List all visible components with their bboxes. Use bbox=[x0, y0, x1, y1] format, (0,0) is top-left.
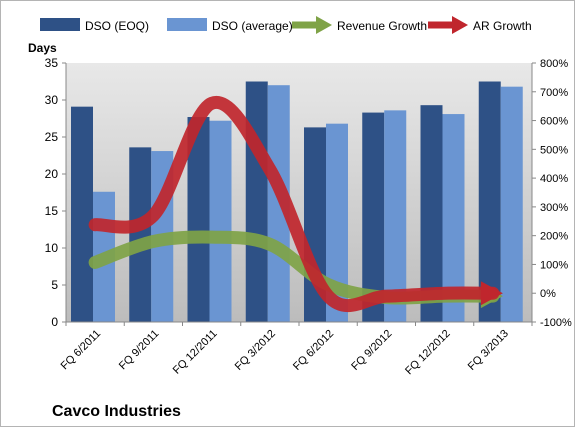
y2-tick-label-7: 600% bbox=[540, 116, 568, 128]
bar-0-3 bbox=[245, 81, 268, 322]
legend-swatch-1 bbox=[167, 18, 207, 31]
bar-1-3 bbox=[267, 85, 290, 322]
bar-1-4 bbox=[326, 123, 348, 323]
bar-0-2 bbox=[187, 117, 210, 323]
y2-tick-label-5: 400% bbox=[540, 173, 568, 185]
bar-1-6 bbox=[442, 114, 465, 322]
y-tick-label-5: 25 bbox=[45, 130, 59, 144]
line-1 bbox=[88, 95, 500, 313]
bar-0-6 bbox=[420, 105, 443, 323]
legend: DSO (EOQ) DSO (average) Revenue Growth AR G… bbox=[40, 16, 532, 34]
y2-tick-label-2: 100% bbox=[540, 259, 568, 271]
y-tick-label-3: 15 bbox=[45, 204, 59, 218]
y-tick-label-0: 0 bbox=[51, 315, 58, 329]
y-tick-label-6: 30 bbox=[45, 93, 59, 107]
legend-swatch-0 bbox=[40, 18, 80, 31]
bar-0-1 bbox=[129, 147, 152, 322]
y2-tick-label-4: 300% bbox=[540, 202, 568, 214]
y-axis-title: Days bbox=[28, 41, 57, 55]
y2-tick-label-1: 0% bbox=[540, 288, 556, 300]
legend-arrow-3 bbox=[452, 16, 468, 34]
y2-tick-label-3: 200% bbox=[540, 231, 568, 243]
legend-arrow-2 bbox=[316, 16, 332, 34]
legend-label-2: Revenue Growth bbox=[337, 19, 427, 33]
y2-tick-label-8: 700% bbox=[540, 87, 568, 99]
bar-0-5 bbox=[362, 112, 385, 322]
y2-tick-label-0: -100% bbox=[540, 317, 572, 329]
y-tick-label-2: 10 bbox=[45, 241, 59, 255]
bar-0-0 bbox=[71, 106, 93, 322]
legend-label-3: AR Growth bbox=[473, 19, 532, 33]
bar-1-2 bbox=[209, 120, 232, 322]
bars-layer bbox=[71, 81, 523, 323]
y-tick-label-4: 20 bbox=[45, 167, 59, 181]
line-arrowhead-1 bbox=[480, 281, 503, 306]
bar-1-5 bbox=[384, 110, 407, 322]
lines-layer bbox=[88, 95, 503, 313]
y-tick-label-1: 5 bbox=[51, 278, 58, 292]
y-tick-label-7: 35 bbox=[45, 56, 59, 70]
legend-label-0: DSO (EOQ) bbox=[85, 19, 149, 33]
chart-title: Cavco Industries bbox=[52, 403, 181, 420]
legend-label-1: DSO (average) bbox=[212, 19, 293, 33]
y2-tick-label-6: 500% bbox=[540, 144, 568, 156]
y2-tick-label-9: 800% bbox=[540, 58, 568, 70]
bar-0-7 bbox=[478, 81, 501, 322]
bar-1-7 bbox=[500, 86, 523, 323]
